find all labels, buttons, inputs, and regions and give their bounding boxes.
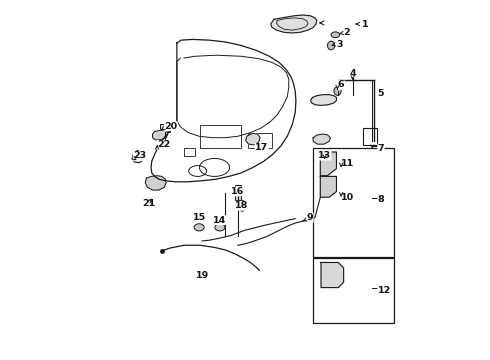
Bar [313, 148, 394, 257]
Text: 5: 5 [378, 89, 384, 98]
Bar [200, 126, 242, 148]
Text: 12: 12 [378, 286, 391, 295]
Text: 13: 13 [318, 151, 331, 160]
Bar [160, 125, 170, 132]
Text: 6: 6 [338, 81, 344, 90]
Text: 7: 7 [378, 144, 384, 153]
Ellipse shape [331, 32, 340, 38]
Text: 14: 14 [213, 216, 226, 225]
Text: 1: 1 [362, 19, 368, 28]
Bar [363, 128, 377, 145]
Text: 10: 10 [341, 193, 354, 202]
Polygon shape [320, 176, 337, 197]
Text: 23: 23 [133, 152, 146, 161]
Text: 21: 21 [143, 199, 156, 208]
Polygon shape [321, 262, 343, 288]
Text: 8: 8 [378, 195, 385, 204]
Ellipse shape [215, 224, 225, 231]
Polygon shape [132, 150, 144, 163]
Polygon shape [152, 130, 168, 140]
Polygon shape [271, 15, 317, 33]
Text: 3: 3 [337, 40, 343, 49]
Text: 20: 20 [164, 122, 177, 131]
Text: 22: 22 [157, 140, 171, 149]
Bar [248, 134, 272, 148]
Text: 18: 18 [235, 201, 248, 210]
Polygon shape [245, 134, 260, 145]
Bar [184, 148, 195, 156]
Text: 9: 9 [307, 213, 313, 222]
Bar [313, 258, 394, 323]
Polygon shape [311, 95, 337, 105]
Text: 11: 11 [341, 159, 354, 168]
Ellipse shape [334, 87, 341, 95]
Polygon shape [320, 152, 337, 176]
Text: 15: 15 [193, 213, 206, 222]
Text: 19: 19 [196, 270, 209, 279]
Text: 2: 2 [343, 28, 350, 37]
Ellipse shape [194, 224, 204, 231]
Text: 17: 17 [255, 143, 269, 152]
Text: 16: 16 [231, 187, 245, 196]
Text: 4: 4 [349, 69, 356, 78]
Ellipse shape [327, 41, 335, 50]
Polygon shape [313, 134, 330, 144]
Bar [235, 185, 241, 200]
Polygon shape [146, 176, 166, 190]
Ellipse shape [239, 201, 245, 211]
